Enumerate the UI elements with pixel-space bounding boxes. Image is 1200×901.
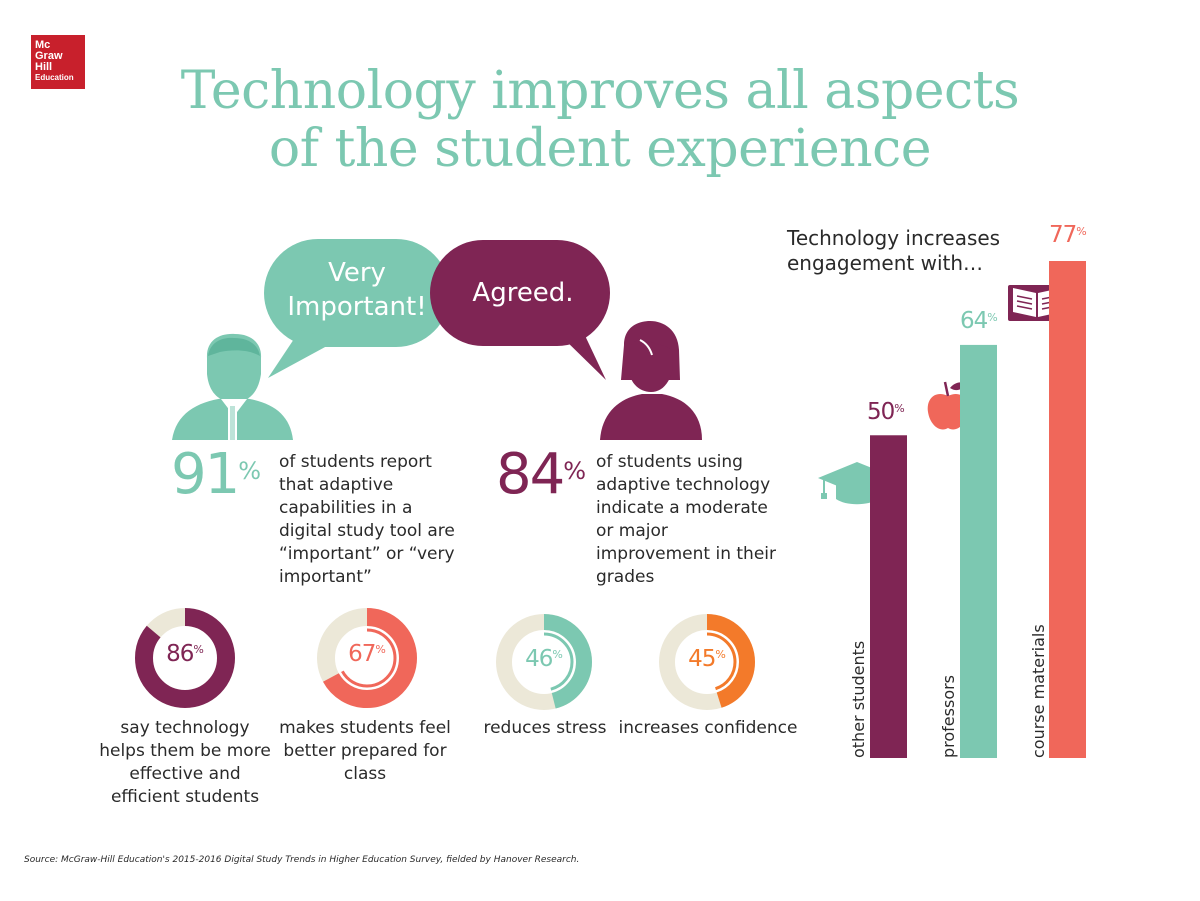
page-title: Technology improves all aspects of the s… <box>120 62 1080 178</box>
mcgraw-hill-logo: Mc Graw Hill Education <box>31 35 85 89</box>
donut-3-value: 46% <box>525 646 563 672</box>
speech-bubble-plum <box>430 240 610 380</box>
donut-3-description: reduces stress <box>483 718 607 738</box>
donut-1-value: 86% <box>166 641 204 667</box>
bar-3-value: 77% <box>1049 222 1087 248</box>
logo-line-4: Education <box>35 73 74 82</box>
logo-line-2: Graw <box>35 50 63 62</box>
bar-1 <box>870 435 907 758</box>
bubble-agreed: Agreed. <box>472 278 574 308</box>
stat-84-description: of students using adaptive technology in… <box>596 452 776 587</box>
source-note: Source: McGraw-Hill Education's 2015-201… <box>24 855 580 865</box>
male-student-icon <box>172 333 293 440</box>
donut-1 <box>135 608 235 708</box>
bar-1-label: other students <box>849 640 868 758</box>
donut-3 <box>496 614 592 710</box>
title-line-1: Technology improves all aspects <box>180 61 1020 121</box>
bubble-line-1: Very <box>328 258 386 288</box>
bar-chart-heading: Technology increases engagement with… <box>787 226 1001 275</box>
bar-2 <box>960 344 997 758</box>
donut-1-description: say technology helps them be more effect… <box>99 718 271 807</box>
bubble-line-2: Important! <box>287 292 427 322</box>
speech-bubble-teal <box>264 239 450 378</box>
donut-4-description: increases confidence <box>618 718 798 738</box>
bar-1-value: 50% <box>867 399 905 425</box>
bar-3-label: course materials <box>1029 624 1048 758</box>
stat-91-description: of students report that adaptive capabil… <box>279 452 455 587</box>
bar-2-label: professors <box>939 674 958 758</box>
donut-4-arc <box>659 614 755 710</box>
donut-2-inner-arc <box>337 628 397 688</box>
donut-2-value: 67% <box>348 641 386 667</box>
donut-3-arc <box>496 614 592 710</box>
bar-2-value: 64% <box>960 308 998 334</box>
logo-line-3: Hill <box>35 61 53 73</box>
donut-2 <box>317 608 417 708</box>
donut-2-description: makes students feel better prepared for … <box>279 718 451 784</box>
bubble-very-important: Very Important! <box>270 256 444 324</box>
stat-84-value: 84% <box>496 442 587 507</box>
donut-1-arc <box>135 608 235 708</box>
title-line-2: of the student experience <box>268 119 932 179</box>
donut-2-arc <box>317 608 417 708</box>
female-student-icon <box>600 321 702 440</box>
donut-4 <box>659 614 755 710</box>
donut-3-inner-arc <box>514 632 574 692</box>
bar-3 <box>1049 261 1086 758</box>
stat-91-value: 91% <box>171 442 262 507</box>
donut-4-value: 45% <box>688 646 726 672</box>
donut-4-inner-arc <box>677 632 737 692</box>
logo-line-1: Mc <box>35 39 51 51</box>
graduation-cap-icon <box>818 462 897 505</box>
